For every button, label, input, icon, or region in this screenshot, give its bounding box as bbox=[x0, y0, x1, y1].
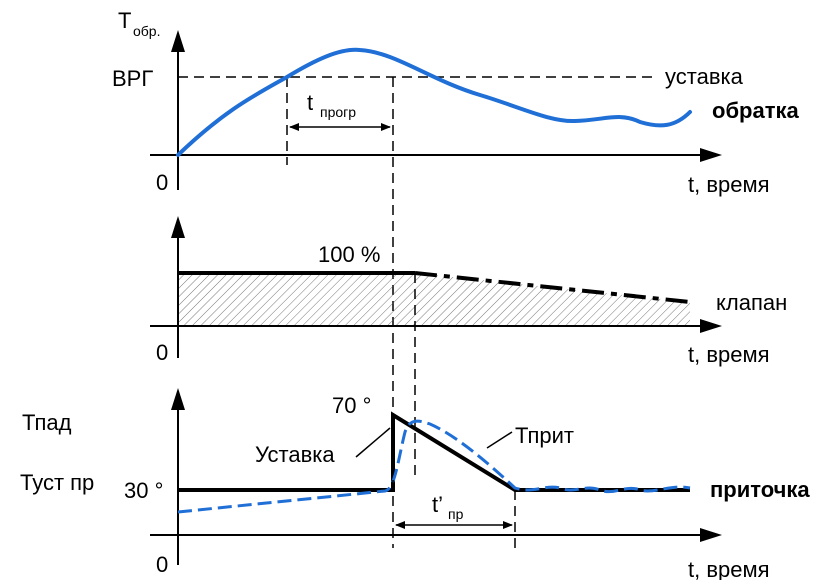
mid-curve-label: клапан bbox=[716, 290, 787, 315]
bot-curve-label: приточка bbox=[710, 477, 810, 502]
level-70-label: 70 ° bbox=[332, 393, 371, 418]
supply-curve-label: Тприт bbox=[515, 423, 574, 448]
t-pad-label: Тпад bbox=[22, 410, 72, 435]
top-interval-label: t bbox=[307, 90, 313, 115]
top-y-axis-label: T bbox=[118, 8, 131, 33]
panel-middle: 100 % 0 клапан t, время bbox=[150, 216, 787, 480]
top-origin-label: 0 bbox=[156, 170, 168, 195]
top-level-label: ВРГ bbox=[112, 66, 153, 91]
supply-leader bbox=[486, 431, 513, 449]
bot-x-axis-label: t, время bbox=[688, 557, 770, 580]
top-curve-label: обратка bbox=[712, 98, 799, 123]
mid-level-label: 100 % bbox=[318, 242, 380, 267]
bot-y-arrow-icon bbox=[171, 388, 185, 410]
top-y-axis-label-sub: обр. bbox=[133, 23, 160, 39]
mid-origin-label: 0 bbox=[156, 340, 168, 365]
valve-area bbox=[178, 273, 690, 326]
setpoint-leader bbox=[355, 427, 391, 458]
level-30-label: 30 ° bbox=[124, 478, 163, 503]
valve-ramp-line bbox=[414, 271, 691, 304]
return-temp-curve bbox=[176, 47, 692, 157]
top-interval-label-sub: прогр bbox=[320, 104, 356, 120]
mid-x-arrow-icon bbox=[700, 319, 722, 333]
mid-x-axis-label: t, время bbox=[688, 342, 770, 367]
mid-y-arrow-icon bbox=[171, 216, 185, 238]
panel-bottom: Тпад Туст пр 30 ° 70 ° Уставка Тприт t’ … bbox=[20, 388, 810, 580]
supply-temp-curve bbox=[177, 419, 691, 514]
top-x-arrow-icon bbox=[700, 148, 722, 162]
top-x-axis-label: t, время bbox=[688, 172, 770, 197]
t-ust-label: Туст пр bbox=[20, 470, 94, 495]
top-setpoint-label: уставка bbox=[665, 64, 744, 89]
bot-x-arrow-icon bbox=[700, 528, 722, 542]
bot-interval-label: t’ bbox=[432, 492, 443, 517]
bot-interval-label-sub: пр bbox=[448, 506, 464, 522]
top-y-arrow-icon bbox=[171, 30, 185, 52]
panel-top: T обр. ВРГ 0 уставка обратка t прогр t, … bbox=[112, 8, 799, 480]
setpoint-curve-label: Уставка bbox=[255, 442, 335, 467]
bot-origin-label: 0 bbox=[156, 552, 168, 577]
